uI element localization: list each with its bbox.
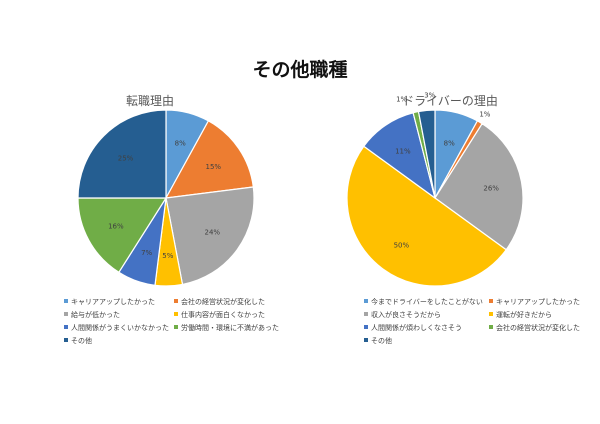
legend-item: その他 bbox=[364, 337, 392, 346]
legend-item: キャリアアップしたかった bbox=[64, 298, 155, 307]
legend-item: 労働時間・環境に不満があった bbox=[174, 324, 279, 333]
legend-item: 人間関係がうまくいかなかった bbox=[64, 324, 169, 333]
legend-label: 収入が良さそうだから bbox=[371, 311, 441, 319]
data-label: 1% bbox=[396, 95, 407, 103]
chart-title: 転職理由 bbox=[125, 94, 174, 108]
legend-item: 給与が低かった bbox=[64, 311, 120, 320]
legend-swatch bbox=[64, 338, 68, 342]
legend-swatch bbox=[364, 312, 368, 316]
pie-chart-reasons-for-job-change: 転職理由 8% 15% 24% 5% 7% 16% 25% キャリアアップしたかった 会社の経… bbox=[0, 88, 300, 378]
legend-label: 今までドライバーをしたことがない bbox=[371, 298, 483, 306]
data-label: 50% bbox=[394, 241, 410, 249]
legend-swatch bbox=[174, 312, 178, 316]
legend-swatch bbox=[489, 312, 493, 316]
legend-label: 人間関係がうまくいかなかった bbox=[71, 324, 169, 332]
pie-plot-area: 8% 15% 24% 5% 7% 16% 25% bbox=[77, 109, 255, 287]
data-label: 1% bbox=[479, 111, 490, 119]
data-label: 7% bbox=[141, 249, 152, 257]
legend-label: 労働時間・環境に不満があった bbox=[181, 324, 279, 332]
data-label: 26% bbox=[483, 184, 499, 192]
legend-label: キャリアアップしたかった bbox=[71, 298, 155, 306]
legend-item: 会社の経営状況が変化した bbox=[174, 298, 265, 307]
data-label: 15% bbox=[206, 163, 222, 171]
legend-label: 仕事内容が面白くなかった bbox=[181, 311, 265, 319]
pie-slice bbox=[434, 122, 524, 251]
legend-swatch bbox=[174, 325, 178, 329]
legend-item: 仕事内容が面白くなかった bbox=[174, 311, 265, 320]
legend-item: キャリアアップしたかった bbox=[489, 298, 580, 307]
pie-slice bbox=[346, 145, 508, 287]
legend-item: 収入が良さそうだから bbox=[364, 311, 441, 320]
legend-label: 人間関係が煩わしくなさそう bbox=[371, 324, 462, 332]
data-label: 8% bbox=[175, 140, 186, 148]
legend-swatch bbox=[489, 325, 493, 329]
legend-swatch bbox=[364, 338, 368, 342]
pie-plot-area: 8% 1% 26% 50% 11% 1% 3% bbox=[346, 91, 524, 287]
legend-label: 会社の経営状況が変化した bbox=[496, 324, 580, 332]
pie-slice bbox=[164, 120, 254, 199]
legend-swatch bbox=[174, 299, 178, 303]
legend-swatch bbox=[489, 299, 493, 303]
data-label: 24% bbox=[204, 229, 220, 237]
chart-title: ドライバーの理由 bbox=[402, 94, 498, 108]
legend-item: 今までドライバーをしたことがない bbox=[364, 298, 483, 307]
pie-chart-reasons-for-driver: ドライバーの理由 8% 1% 26% 50% 11% 1% 3% 今までドライバーをしたこと… bbox=[300, 88, 600, 378]
legend-label: その他 bbox=[371, 337, 392, 345]
legend-label: 給与が低かった bbox=[71, 311, 120, 319]
pie-slice bbox=[77, 197, 168, 274]
legend-label: 運転が好きだから bbox=[496, 311, 552, 319]
legend-swatch bbox=[364, 299, 368, 303]
legend-swatch bbox=[64, 299, 68, 303]
legend-item: その他 bbox=[64, 337, 92, 346]
page-title: その他職種 bbox=[252, 59, 348, 81]
data-label: 5% bbox=[162, 252, 173, 260]
pie-slice bbox=[165, 186, 255, 286]
pie-slice bbox=[417, 109, 436, 199]
legend-item: 人間関係が煩わしくなさそう bbox=[364, 324, 462, 333]
data-label: 11% bbox=[395, 148, 411, 156]
legend-item: 運転が好きだから bbox=[489, 311, 552, 320]
legend-item: 会社の経営状況が変化した bbox=[489, 324, 580, 333]
legend-swatch bbox=[364, 325, 368, 329]
legend-label: キャリアアップしたかった bbox=[496, 298, 580, 306]
legend-label: その他 bbox=[71, 337, 92, 345]
legend-swatch bbox=[64, 312, 68, 316]
data-label: 3% bbox=[424, 91, 435, 99]
legend-swatch bbox=[64, 325, 68, 329]
data-label: 25% bbox=[118, 155, 134, 163]
data-label: 16% bbox=[108, 223, 124, 231]
data-label: 8% bbox=[444, 140, 455, 148]
legend-label: 会社の経営状況が変化した bbox=[181, 298, 265, 306]
pie-slice bbox=[77, 109, 167, 199]
